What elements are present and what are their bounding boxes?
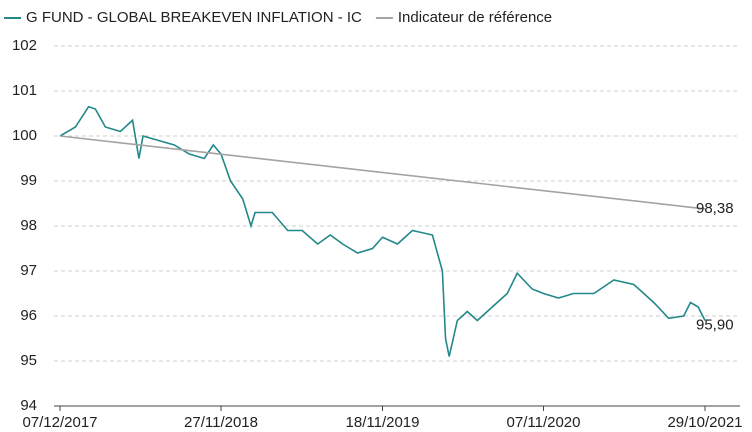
y-tick-label: 97 <box>20 262 37 279</box>
value-label: 95,90 <box>696 316 734 333</box>
y-tick-label: 96 <box>20 307 37 324</box>
series-line <box>59 135 706 210</box>
y-tick-label: 101 <box>12 82 37 99</box>
x-tick-label: 07/11/2020 <box>507 414 581 431</box>
value-label: 98,38 <box>696 200 734 217</box>
y-tick-label: 100 <box>12 127 37 144</box>
y-tick-label: 95 <box>20 352 37 369</box>
x-tick-label: 18/11/2019 <box>346 414 420 431</box>
y-tick-label: 99 <box>20 172 37 189</box>
legend-label: Indicateur de référence <box>398 9 552 26</box>
y-tick-label: 94 <box>20 397 37 414</box>
series-line <box>59 105 706 357</box>
y-tick-label: 98 <box>20 217 37 234</box>
x-tick-label: 27/11/2018 <box>184 414 258 431</box>
y-tick-label: 102 <box>12 37 37 54</box>
x-tick-label: 29/10/2021 <box>667 414 742 431</box>
x-tick-label: 07/12/2017 <box>22 414 97 431</box>
legend-label: G FUND - GLOBAL BREAKEVEN INFLATION - IC <box>26 9 362 26</box>
